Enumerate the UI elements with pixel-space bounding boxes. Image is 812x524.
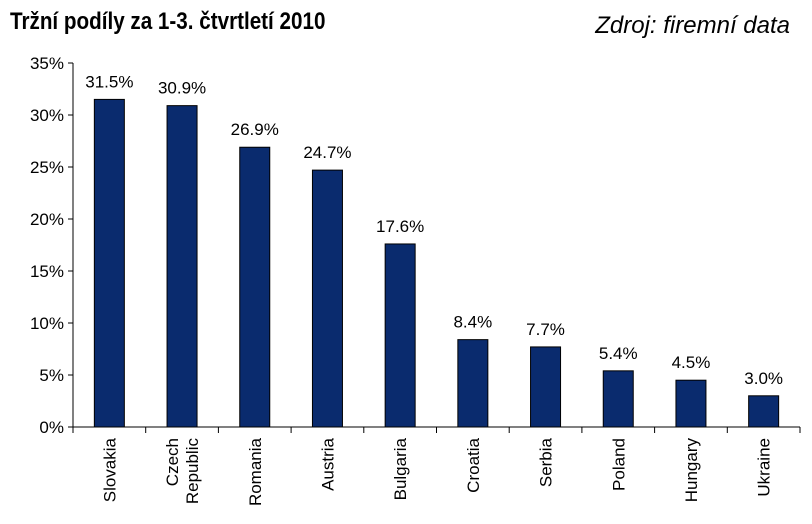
bar xyxy=(93,98,125,428)
y-tick-label: 20% xyxy=(30,210,64,229)
y-tick-label: 30% xyxy=(30,106,64,125)
data-label: 8.4% xyxy=(453,313,492,332)
data-label: 7.7% xyxy=(526,320,565,339)
category-label: Austria xyxy=(318,437,337,490)
data-label: 5.4% xyxy=(599,344,638,363)
category-label: Poland xyxy=(609,438,628,491)
category-label: Ukraine xyxy=(755,438,774,497)
data-label: 26.9% xyxy=(231,120,279,139)
data-label: 17.6% xyxy=(376,217,424,236)
y-tick-label: 25% xyxy=(30,158,64,177)
y-tick-label: 15% xyxy=(30,262,64,281)
category-label: Slovakia xyxy=(100,437,119,502)
category-label: Romania xyxy=(246,437,265,506)
bar xyxy=(166,105,198,428)
y-tick-label: 0% xyxy=(39,418,64,437)
category-label: Serbia xyxy=(537,437,556,487)
category-label: Czech xyxy=(163,438,182,486)
chart-title: Tržní podíly za 1-3. čtvrtletí 2010 xyxy=(10,8,326,35)
bar xyxy=(311,169,343,428)
y-tick-label: 35% xyxy=(30,54,64,73)
bar xyxy=(239,146,271,428)
data-label: 24.7% xyxy=(303,143,351,162)
source-note: Zdroj: firemní data xyxy=(595,12,790,39)
data-label: 4.5% xyxy=(672,353,711,372)
category-label: Bulgaria xyxy=(391,437,410,500)
data-label: 3.0% xyxy=(744,369,783,388)
bar xyxy=(675,379,707,428)
y-tick-label: 10% xyxy=(30,314,64,333)
category-label: Republic xyxy=(183,438,202,505)
y-tick-label: 5% xyxy=(39,366,64,385)
data-label: 31.5% xyxy=(85,72,133,91)
bar xyxy=(748,395,780,428)
bar xyxy=(530,346,562,428)
bar xyxy=(602,370,634,428)
category-label: Croatia xyxy=(464,437,483,492)
bar xyxy=(384,243,416,428)
data-label: 30.9% xyxy=(158,79,206,98)
category-label: Hungary xyxy=(682,438,701,503)
bar xyxy=(457,339,489,428)
